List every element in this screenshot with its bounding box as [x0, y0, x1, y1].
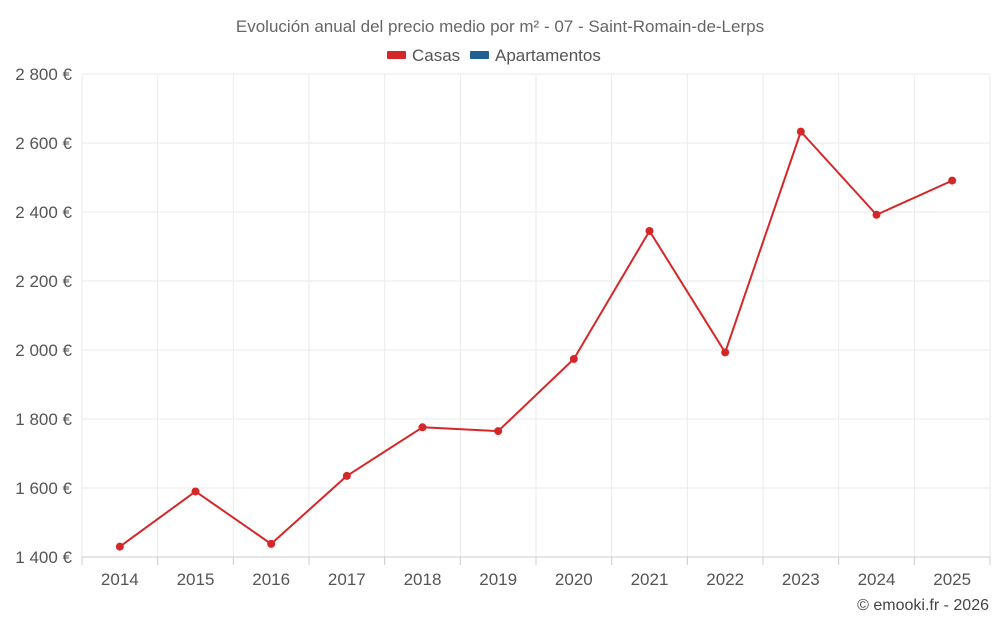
axis-layer: 1 400 € 1 600 € 1 800 € 2 000 € 2 200 € 2 400…: [15, 65, 991, 589]
legend-label-apartamentos: Apartamentos: [495, 46, 601, 65]
legend-swatch-casas: [387, 51, 406, 59]
data-point-casas[interactable]: [418, 423, 427, 432]
data-point-casas[interactable]: [645, 226, 654, 235]
y-tick-label: 1 400 €: [15, 548, 72, 567]
credit-text: © emooki.fr - 2026: [857, 597, 989, 614]
x-tick-label: 2018: [404, 570, 442, 589]
x-tick-label: 2015: [177, 570, 215, 589]
x-tick-label: 2016: [252, 570, 290, 589]
data-point-casas[interactable]: [342, 471, 351, 480]
y-tick-label: 1 800 €: [15, 410, 72, 429]
data-point-casas[interactable]: [721, 348, 730, 357]
legend-label-casas: Casas: [412, 46, 460, 65]
x-tick-label: 2020: [555, 570, 593, 589]
data-point-casas[interactable]: [494, 427, 503, 436]
data-point-casas[interactable]: [115, 542, 124, 551]
legend-item-casas[interactable]: Casas: [387, 46, 460, 65]
legend: Casas Apartamentos: [387, 46, 601, 65]
x-tick-label: 2014: [101, 570, 139, 589]
y-tick-label: 2 000 €: [15, 341, 72, 360]
series-layer: [115, 127, 957, 551]
x-tick-label: 2017: [328, 570, 366, 589]
x-tick-label: 2021: [631, 570, 669, 589]
chart-title: Evolución anual del precio medio por m² …: [236, 17, 764, 36]
data-point-casas[interactable]: [948, 176, 957, 185]
data-point-casas[interactable]: [267, 539, 276, 548]
legend-item-apartamentos[interactable]: Apartamentos: [470, 46, 601, 65]
data-point-casas[interactable]: [191, 487, 200, 496]
series-line-casas: [119, 130, 953, 548]
x-tick-label: 2023: [782, 570, 820, 589]
data-point-casas[interactable]: [872, 210, 881, 219]
y-tick-label: 2 400 €: [15, 203, 72, 222]
x-tick-label: 2022: [706, 570, 744, 589]
y-tick-label: 1 600 €: [15, 479, 72, 498]
y-tick-label: 2 200 €: [15, 272, 72, 291]
x-tick-label: 2024: [858, 570, 896, 589]
grid-layer: [81, 73, 991, 557]
legend-swatch-apartamentos: [470, 51, 489, 59]
data-point-casas[interactable]: [569, 354, 578, 363]
y-tick-label: 2 600 €: [15, 134, 72, 153]
data-point-casas[interactable]: [796, 127, 805, 136]
x-tick-label: 2025: [933, 570, 971, 589]
y-tick-label: 2 800 €: [15, 65, 72, 84]
x-tick-label: 2019: [479, 570, 517, 589]
